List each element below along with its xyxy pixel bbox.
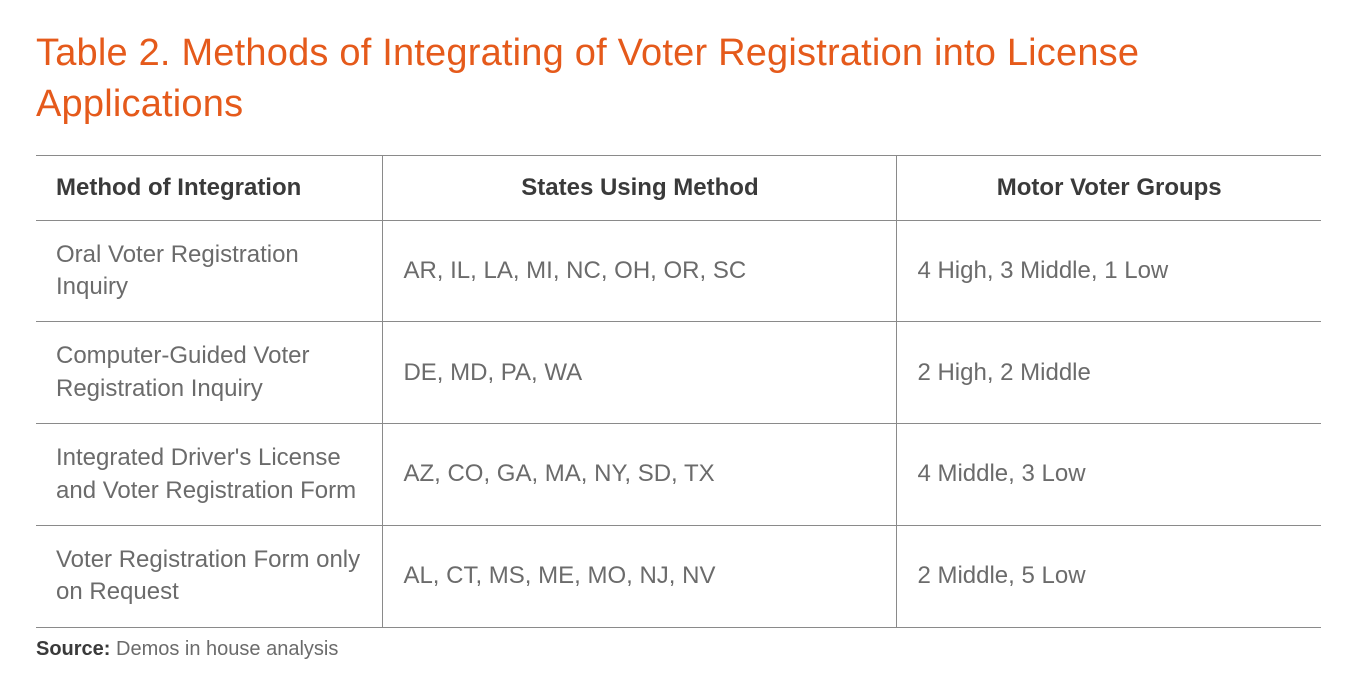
cell-groups: 4 High, 3 Middle, 1 Low [897, 220, 1321, 322]
table-row: Integrated Driver's License and Voter Re… [36, 424, 1321, 526]
cell-states: AR, IL, LA, MI, NC, OH, OR, SC [383, 220, 897, 322]
col-header-states: States Using Method [383, 155, 897, 220]
table-row: Voter Registration Form only on Request … [36, 525, 1321, 627]
cell-method: Oral Voter Registration Inquiry [36, 220, 383, 322]
table-header-row: Method of Integration States Using Metho… [36, 155, 1321, 220]
cell-groups: 4 Middle, 3 Low [897, 424, 1321, 526]
cell-states: AZ, CO, GA, MA, NY, SD, TX [383, 424, 897, 526]
source-text: Demos in house analysis [110, 638, 338, 660]
cell-method: Voter Registration Form only on Request [36, 525, 383, 627]
cell-groups: 2 Middle, 5 Low [897, 525, 1321, 627]
col-header-method: Method of Integration [36, 155, 383, 220]
integration-methods-table: Method of Integration States Using Metho… [36, 155, 1321, 628]
cell-states: DE, MD, PA, WA [383, 322, 897, 424]
table-row: Computer-Guided Voter Registration Inqui… [36, 322, 1321, 424]
cell-states: AL, CT, MS, ME, MO, NJ, NV [383, 525, 897, 627]
cell-method: Integrated Driver's License and Voter Re… [36, 424, 383, 526]
table-title: Table 2. Methods of Integrating of Voter… [36, 28, 1321, 131]
source-label: Source: [36, 638, 110, 660]
cell-method: Computer-Guided Voter Registration Inqui… [36, 322, 383, 424]
col-header-groups: Motor Voter Groups [897, 155, 1321, 220]
cell-groups: 2 High, 2 Middle [897, 322, 1321, 424]
source-line: Source: Demos in house analysis [36, 628, 1321, 661]
table-row: Oral Voter Registration Inquiry AR, IL, … [36, 220, 1321, 322]
